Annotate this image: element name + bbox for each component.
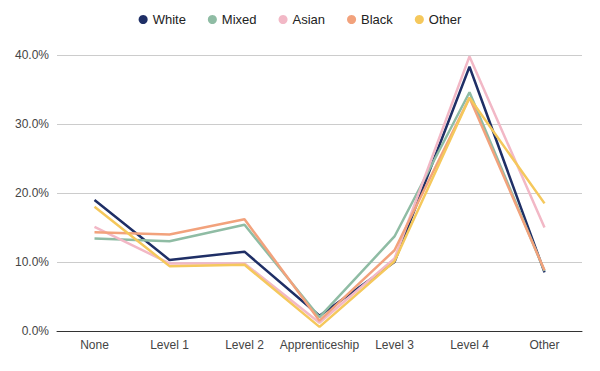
svg-text:10.0%: 10.0% [15, 255, 49, 269]
svg-text:Other: Other [529, 338, 559, 352]
svg-text:40.0%: 40.0% [15, 48, 49, 62]
svg-text:White: White [153, 12, 186, 27]
svg-text:Level 4: Level 4 [450, 338, 489, 352]
svg-text:None: None [80, 338, 109, 352]
svg-text:20.0%: 20.0% [15, 186, 49, 200]
svg-text:Apprenticeship: Apprenticeship [280, 338, 360, 352]
svg-text:Other: Other [429, 12, 462, 27]
svg-text:Level 2: Level 2 [225, 338, 264, 352]
svg-text:Level 3: Level 3 [375, 338, 414, 352]
svg-text:Black: Black [361, 12, 393, 27]
svg-text:Asian: Asian [293, 12, 326, 27]
svg-text:Level 1: Level 1 [150, 338, 189, 352]
svg-text:0.0%: 0.0% [22, 324, 50, 338]
svg-text:30.0%: 30.0% [15, 117, 49, 131]
svg-text:Mixed: Mixed [222, 12, 257, 27]
